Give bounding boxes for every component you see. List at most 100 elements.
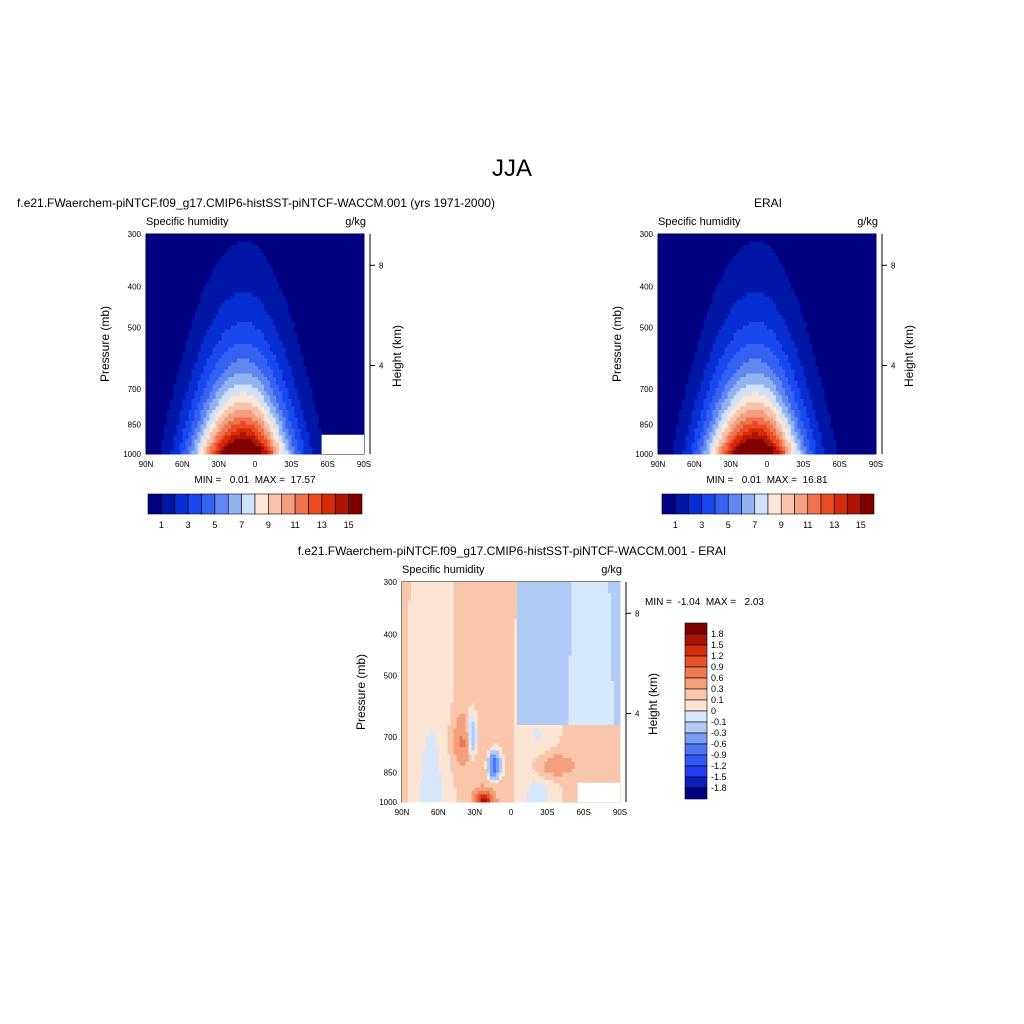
contour-cell	[703, 241, 707, 246]
contour-cell	[188, 289, 192, 294]
contour-cell	[206, 399, 210, 404]
contour-cell	[146, 402, 150, 407]
contour-cell	[258, 402, 262, 407]
contour-cell	[264, 281, 268, 286]
contour-cell	[146, 413, 150, 418]
contour-cell	[261, 285, 265, 290]
contour-cell	[230, 263, 235, 268]
contour-cell	[173, 322, 177, 327]
contour-cell	[248, 318, 253, 323]
contour-cell	[224, 307, 229, 312]
contour-cell	[239, 256, 244, 261]
contour-cell	[285, 234, 289, 239]
contour-cell	[227, 373, 232, 378]
contour-cell	[261, 336, 265, 341]
contour-cell	[270, 281, 274, 286]
colorbar-box	[174, 493, 189, 515]
contour-cell	[703, 234, 707, 239]
contour-cell	[294, 351, 298, 356]
contour-cell	[357, 333, 362, 338]
contour-cell	[233, 380, 238, 385]
contour-cell	[733, 237, 738, 242]
contour-cell	[330, 366, 335, 371]
contour-cell	[357, 380, 362, 385]
contour-cell	[197, 406, 201, 411]
contour-cell	[161, 274, 165, 279]
contour-cell	[836, 252, 841, 257]
contour-cell	[327, 314, 332, 319]
contour-cell	[197, 314, 201, 319]
contour-cell	[146, 241, 150, 246]
contour-cell	[233, 285, 238, 290]
contour-cell	[797, 241, 801, 246]
contour-cell	[763, 252, 768, 257]
contour-cell	[279, 329, 283, 334]
contour-cell	[345, 296, 350, 301]
contour-cell	[239, 358, 244, 363]
contour-cell	[239, 307, 244, 312]
contour-cell	[233, 289, 238, 294]
contour-cell	[149, 234, 153, 239]
contour-cell	[339, 252, 344, 257]
contour-cell	[188, 380, 192, 385]
contour-cell	[303, 424, 307, 429]
contour-cell	[218, 351, 223, 356]
contour-cell	[206, 446, 210, 451]
contour-cell	[212, 358, 217, 363]
contour-cell	[218, 289, 223, 294]
contour-cell	[691, 245, 695, 250]
contour-cell	[152, 307, 156, 312]
contour-cell	[348, 366, 353, 371]
contour-cell	[267, 373, 271, 378]
contour-cell	[288, 369, 292, 374]
contour-cell	[821, 234, 825, 239]
contour-cell	[230, 252, 235, 257]
contour-cell	[324, 333, 329, 338]
contour-cell	[848, 237, 853, 242]
colorbar-label: 13	[829, 520, 839, 530]
contour-cell	[206, 391, 210, 396]
contour-cell	[164, 395, 168, 400]
contour-cell	[360, 292, 365, 297]
contour-cell	[176, 311, 180, 316]
contour-cell	[215, 395, 220, 400]
contour-cell	[215, 358, 220, 363]
contour-cell	[197, 333, 201, 338]
contour-cell	[255, 322, 259, 327]
contour-cell	[800, 237, 804, 242]
contour-cell	[239, 237, 244, 242]
contour-cell	[345, 270, 350, 275]
contour-cell	[321, 344, 326, 349]
contour-cell	[327, 311, 332, 316]
contour-cell	[155, 399, 159, 404]
contour-cell	[191, 384, 195, 389]
contour-cell	[158, 410, 162, 415]
contour-cell	[245, 318, 250, 323]
contour-cell	[279, 256, 283, 261]
contour-cell	[351, 384, 356, 389]
contour-cell	[212, 410, 217, 415]
contour-cell	[251, 384, 256, 389]
contour-cell	[351, 289, 356, 294]
contour-cell	[248, 285, 253, 290]
contour-cell	[185, 237, 189, 242]
contour-cell	[288, 344, 292, 349]
contour-cell	[300, 340, 304, 345]
contour-cell	[354, 336, 359, 341]
contour-cell	[152, 336, 156, 341]
contour-cell	[342, 248, 347, 253]
contour-cell	[158, 417, 162, 422]
contour-cell	[194, 340, 198, 345]
contour-cell	[155, 252, 159, 257]
contour-cell	[354, 289, 359, 294]
contour-cell	[312, 311, 316, 316]
contour-cell	[161, 241, 165, 246]
contour-cell	[306, 417, 310, 422]
contour-cell	[261, 377, 265, 382]
contour-cell	[279, 384, 283, 389]
contour-cell	[164, 340, 168, 345]
contour-cell	[297, 428, 301, 433]
contour-cell	[167, 278, 171, 283]
contour-cell	[339, 358, 344, 363]
contour-cell	[236, 358, 241, 363]
